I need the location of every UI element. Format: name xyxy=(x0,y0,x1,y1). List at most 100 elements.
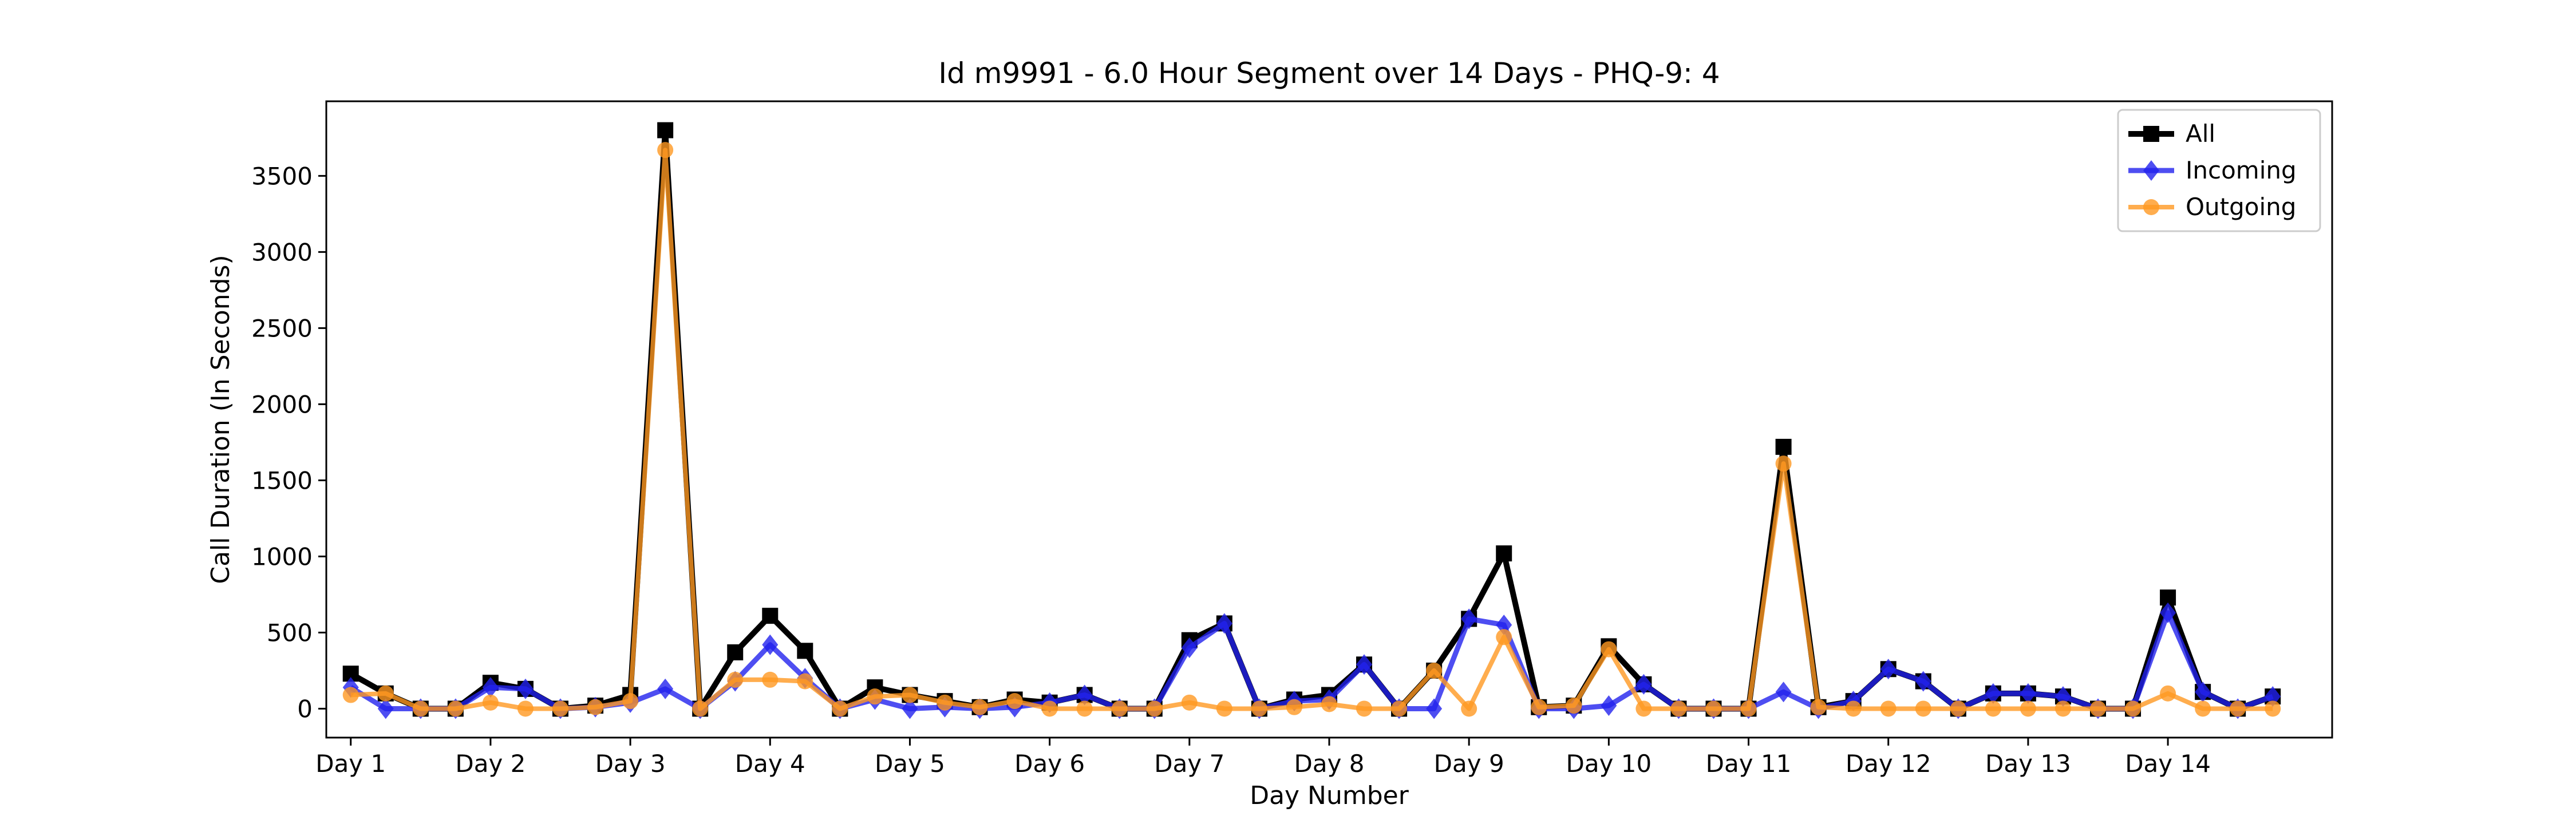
data-point xyxy=(2195,700,2211,717)
data-point xyxy=(1915,700,1931,717)
data-point xyxy=(377,685,394,702)
data-point xyxy=(832,700,848,717)
data-point xyxy=(2143,199,2159,215)
data-point xyxy=(2055,700,2071,717)
data-point xyxy=(657,122,674,138)
data-point xyxy=(1950,700,1966,717)
x-tick-label: Day 12 xyxy=(1846,750,1931,778)
data-point xyxy=(1076,700,1093,717)
data-point xyxy=(1356,700,1373,717)
data-point xyxy=(657,142,674,159)
data-point xyxy=(1775,682,1792,703)
data-point xyxy=(1880,659,1897,680)
data-point xyxy=(1426,662,1443,679)
data-point xyxy=(447,700,464,717)
data-point xyxy=(552,700,569,717)
data-point xyxy=(2160,685,2176,702)
series-line xyxy=(350,148,2273,711)
plot-frame xyxy=(325,100,2333,739)
data-point xyxy=(622,693,639,710)
x-tick-label: Day 1 xyxy=(315,750,386,778)
legend-label: Outgoing xyxy=(2186,193,2296,221)
data-point xyxy=(1286,699,1302,715)
x-axis-label: Day Number xyxy=(1250,781,1409,810)
series-outgoing xyxy=(342,142,2281,717)
legend-item: Outgoing xyxy=(2128,193,2296,221)
data-point xyxy=(2055,686,2071,707)
x-tick-label: Day 9 xyxy=(1434,750,1504,778)
data-point xyxy=(1531,699,1547,715)
data-point xyxy=(1705,700,1722,717)
data-point xyxy=(902,698,918,719)
y-axis: 0 500 1000 1500 2000 2500 3000 3500 xyxy=(251,162,326,723)
data-point xyxy=(762,608,779,624)
data-point xyxy=(1216,700,1232,717)
y-tick-label: 2500 xyxy=(251,314,313,342)
series-line xyxy=(349,127,2274,712)
data-point xyxy=(797,673,813,690)
data-point xyxy=(1566,698,1582,714)
data-point xyxy=(1775,455,1792,472)
x-tick-label: Day 6 xyxy=(1014,750,1085,778)
chart-title: Id m9991 - 6.0 Hour Segment over 14 Days… xyxy=(938,57,1720,90)
data-point xyxy=(1496,545,1512,562)
data-point xyxy=(2160,602,2176,623)
data-point xyxy=(657,678,674,699)
data-point xyxy=(1601,641,1617,657)
x-axis: Day 1 Day 2 Day 3 Day 4 Day 5 Day 6 Day 7 Day 8… xyxy=(315,738,2211,778)
data-point xyxy=(2230,700,2246,717)
data-point xyxy=(1985,700,2001,717)
data-point xyxy=(412,700,429,717)
data-point xyxy=(727,671,744,688)
data-point xyxy=(2265,700,2281,717)
data-point xyxy=(342,687,359,703)
data-point xyxy=(1006,693,1023,710)
data-point xyxy=(762,634,779,655)
data-point xyxy=(1740,700,1757,717)
data-point xyxy=(1635,674,1652,695)
data-point xyxy=(2089,700,2106,717)
legend-label: All xyxy=(2186,120,2215,148)
data-point xyxy=(1845,700,1862,717)
data-point xyxy=(2020,700,2036,717)
data-point xyxy=(1041,700,1058,717)
x-tick-label: Day 4 xyxy=(735,750,805,778)
data-point xyxy=(1496,629,1512,645)
data-point xyxy=(1146,700,1163,717)
x-tick-label: Day 13 xyxy=(1985,750,2071,778)
data-point xyxy=(482,677,499,698)
data-point xyxy=(2143,160,2159,181)
data-point xyxy=(762,671,779,688)
data-point xyxy=(2195,682,2211,703)
data-point xyxy=(517,700,534,717)
legend-label: Incoming xyxy=(2186,156,2297,184)
y-axis-label: Call Duration (In Seconds) xyxy=(206,255,235,584)
data-point xyxy=(517,678,534,699)
data-point xyxy=(937,694,953,711)
y-tick-label: 500 xyxy=(267,619,313,647)
data-point xyxy=(1601,695,1617,716)
y-tick-label: 2000 xyxy=(251,390,313,418)
series-layer xyxy=(342,122,2281,719)
legend-item: All xyxy=(2128,120,2215,148)
x-tick-label: Day 5 xyxy=(875,750,945,778)
x-tick-label: Day 2 xyxy=(455,750,526,778)
x-tick-label: Day 8 xyxy=(1294,750,1364,778)
data-point xyxy=(971,699,988,715)
data-point xyxy=(1810,699,1827,715)
data-point xyxy=(2265,686,2281,707)
data-point xyxy=(482,694,499,711)
data-point xyxy=(1461,700,1477,717)
data-point xyxy=(1461,608,1477,629)
data-point xyxy=(692,700,709,717)
data-point xyxy=(1111,700,1128,717)
data-point xyxy=(902,687,918,703)
data-point xyxy=(1496,615,1512,636)
data-point xyxy=(1985,683,2001,704)
data-point xyxy=(1181,637,1198,659)
data-point xyxy=(1775,438,1792,455)
data-point xyxy=(2020,683,2036,704)
x-tick-label: Day 14 xyxy=(2125,750,2211,778)
data-point xyxy=(1076,684,1093,706)
